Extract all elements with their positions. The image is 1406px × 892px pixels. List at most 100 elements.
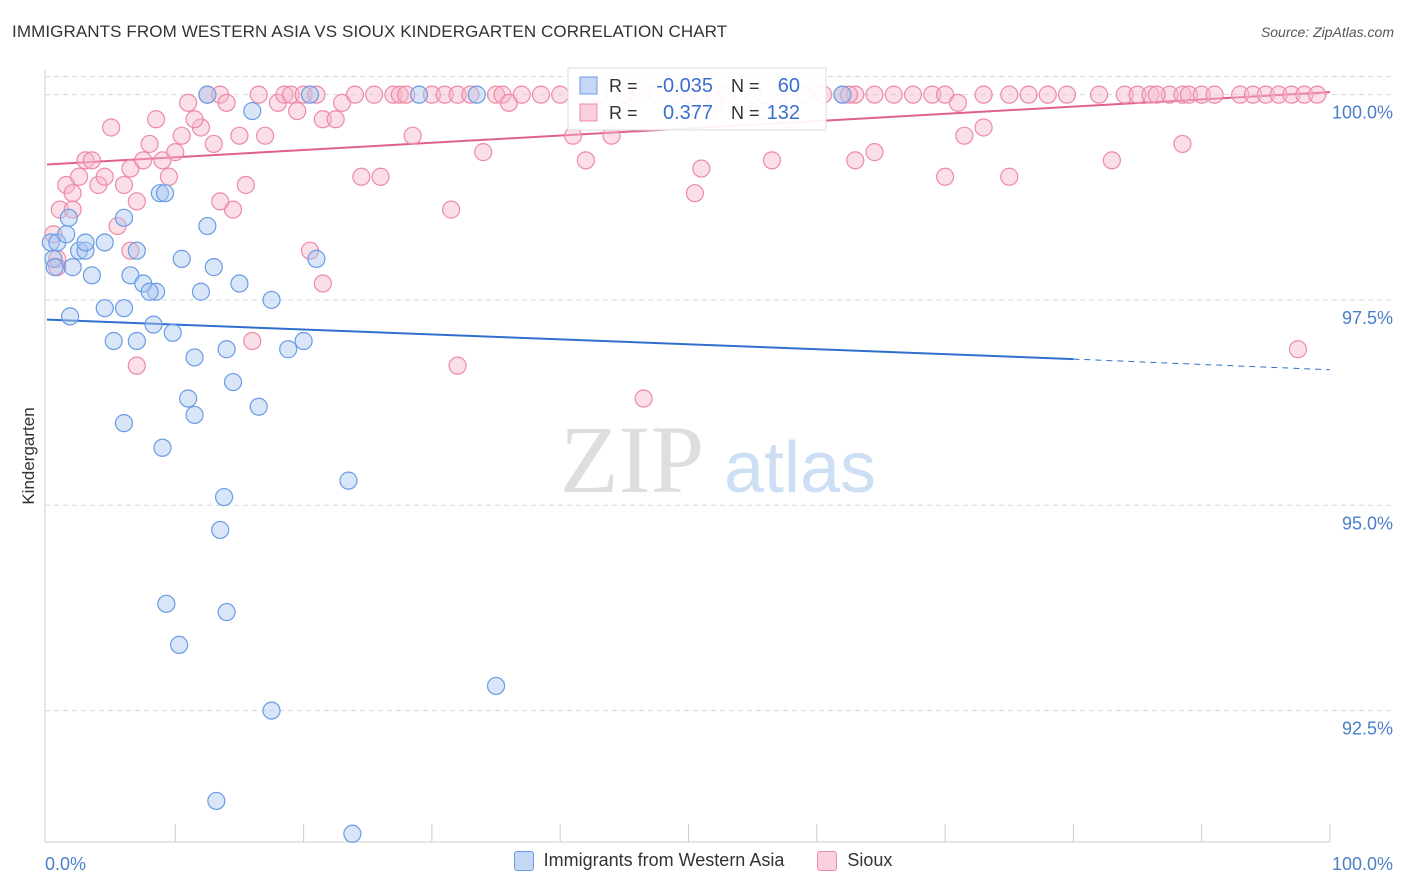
point-sioux (935, 167, 955, 186)
point-western-asia (95, 233, 114, 252)
point-sioux (403, 126, 422, 145)
point-western-asia (300, 85, 320, 104)
chart-title: IMMIGRANTS FROM WESTERN ASIA VS SIOUX KI… (12, 22, 728, 41)
point-sioux (332, 93, 352, 112)
point-western-asia (144, 315, 163, 334)
point-sioux (204, 134, 223, 154)
point-sioux (486, 85, 506, 104)
point-western-asia (104, 331, 123, 351)
point-western-asia (114, 414, 134, 433)
point-western-asia (63, 258, 82, 277)
y-tick-label-3: 100.0% (1332, 103, 1393, 123)
stats-box: R = -0.035 N = 60 R = 0.377 N = 132 (567, 67, 827, 131)
point-sioux (352, 167, 371, 186)
stats-r-label-0: R = (609, 76, 638, 96)
point-sioux (275, 85, 294, 104)
point-sioux (1057, 85, 1077, 104)
point-sioux (166, 143, 185, 162)
legend: Immigrants from Western Asia Sioux (0, 850, 1406, 876)
legend-item-western-asia[interactable]: Immigrants from Western Asia (513, 850, 784, 871)
point-sioux (1308, 85, 1327, 104)
point-western-asia (121, 266, 140, 285)
point-sioux (134, 151, 153, 170)
point-sioux (955, 126, 974, 145)
stats-n-value-1: 132 (767, 102, 800, 124)
point-sioux (236, 175, 255, 195)
point-sioux (923, 85, 942, 104)
point-western-asia (82, 266, 102, 285)
point-sioux (313, 274, 332, 293)
point-sioux (1231, 85, 1250, 104)
point-sioux (948, 93, 968, 112)
point-sioux (127, 192, 146, 211)
point-sioux (121, 159, 140, 178)
point-sioux (903, 85, 923, 104)
point-western-asia (153, 438, 172, 457)
y-tick-label-0: 92.5% (1342, 719, 1393, 739)
point-western-asia (185, 348, 204, 367)
point-sioux (390, 85, 409, 104)
point-sioux (1147, 85, 1166, 104)
point-western-asia (140, 282, 159, 301)
point-sioux (313, 110, 332, 129)
point-western-asia (279, 340, 298, 359)
point-sioux (1102, 151, 1121, 170)
point-sioux (102, 118, 121, 137)
y-tick-label-1: 95.0% (1342, 513, 1393, 533)
stats-r-label-1: R = (609, 103, 638, 123)
point-sioux (69, 167, 89, 186)
point-sioux (935, 85, 955, 104)
point-western-asia (217, 340, 236, 359)
point-sioux (884, 85, 903, 104)
trend-line-western-asia-extension (1073, 358, 1331, 371)
point-sioux (1019, 85, 1038, 104)
point-sioux (249, 85, 268, 104)
point-sioux (146, 110, 166, 129)
point-western-asia (243, 101, 262, 121)
stats-swatch-1 (579, 103, 598, 122)
point-western-asia (262, 290, 281, 310)
point-western-asia (191, 282, 211, 301)
legend-item-sioux[interactable]: Sioux (817, 850, 892, 871)
point-sioux (288, 101, 307, 121)
point-sioux (846, 151, 865, 170)
point-sioux (95, 167, 114, 186)
point-sioux (442, 200, 461, 219)
point-sioux (159, 167, 178, 186)
point-sioux (127, 356, 146, 375)
point-sioux (685, 184, 705, 203)
point-western-asia (230, 274, 249, 293)
point-sioux (76, 151, 95, 170)
point-western-asia (114, 208, 134, 227)
x-tick-label-0: 0.0% (45, 854, 86, 874)
point-western-asia (163, 323, 182, 342)
point-sioux (140, 134, 159, 154)
point-sioux (1269, 85, 1288, 104)
point-sioux (762, 151, 781, 170)
point-western-asia (95, 299, 114, 318)
point-western-asia (59, 208, 78, 227)
point-sioux (531, 85, 551, 104)
point-sioux (1282, 85, 1301, 104)
axes (44, 70, 1331, 843)
point-western-asia (409, 85, 429, 104)
point-western-asia (207, 791, 226, 811)
point-sioux (692, 159, 711, 178)
point-western-asia (127, 331, 146, 351)
point-sioux (634, 389, 653, 408)
point-sioux (839, 85, 858, 104)
point-sioux (307, 85, 326, 104)
point-sioux (1160, 85, 1179, 104)
point-sioux (1089, 85, 1109, 104)
point-western-asia (343, 824, 362, 843)
point-sioux (1000, 167, 1019, 186)
point-sioux (1192, 85, 1211, 104)
point-western-asia (467, 85, 486, 104)
point-sioux (114, 175, 134, 195)
point-sioux (371, 167, 390, 186)
point-sioux (179, 93, 198, 112)
point-sioux (1000, 85, 1019, 104)
point-western-asia (57, 225, 76, 244)
stats-box-frame (567, 67, 827, 131)
point-sioux (1243, 85, 1263, 104)
